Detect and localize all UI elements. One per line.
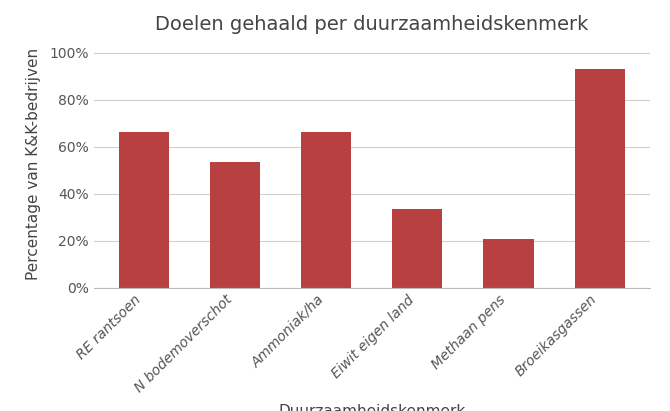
X-axis label: Duurzaamheidskenmerk: Duurzaamheidskenmerk bbox=[278, 404, 466, 411]
Title: Doelen gehaald per duurzaamheidskenmerk: Doelen gehaald per duurzaamheidskenmerk bbox=[155, 15, 588, 34]
Bar bbox=[302, 132, 351, 288]
Bar bbox=[574, 69, 624, 288]
Bar bbox=[210, 162, 260, 288]
Bar bbox=[393, 210, 442, 288]
Y-axis label: Percentage van K&K-bedrijven: Percentage van K&K-bedrijven bbox=[26, 48, 41, 280]
Bar bbox=[119, 132, 170, 288]
Bar bbox=[484, 239, 533, 288]
